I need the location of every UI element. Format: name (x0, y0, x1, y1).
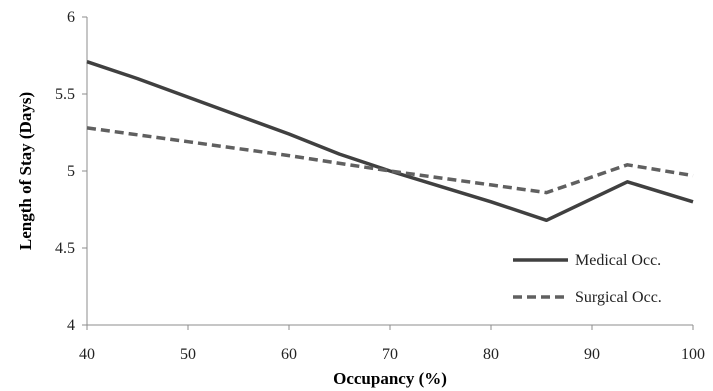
legend: Medical Occ. Surgical Occ. (513, 252, 662, 306)
x-tick-label: 90 (584, 346, 600, 363)
y-tick-label: 4 (67, 317, 75, 334)
y-tick-label: 4.5 (55, 240, 75, 257)
y-tick-label: 5.5 (55, 86, 75, 103)
x-axis-title: Occupancy (%) (333, 369, 447, 388)
ticks: 4 4.5 5 5.5 6 40 50 60 70 80 90 100 (55, 9, 705, 363)
x-tick-label: 50 (180, 346, 196, 363)
series-line-surgical (86, 126, 694, 195)
series-line-medical (86, 60, 694, 223)
y-tick-label: 5 (67, 163, 75, 180)
y-tick-label: 6 (67, 9, 75, 26)
legend-label-surgical: Surgical Occ. (575, 289, 662, 306)
x-tick-label: 70 (382, 346, 398, 363)
series-lines (86, 60, 694, 223)
x-tick-label: 60 (281, 346, 297, 363)
y-axis-title: Length of Stay (Days) (16, 92, 35, 250)
x-tick-label: 100 (681, 346, 705, 363)
x-tick-label: 80 (483, 346, 499, 363)
legend-label-medical: Medical Occ. (575, 252, 661, 269)
x-tick-label: 40 (79, 346, 95, 363)
